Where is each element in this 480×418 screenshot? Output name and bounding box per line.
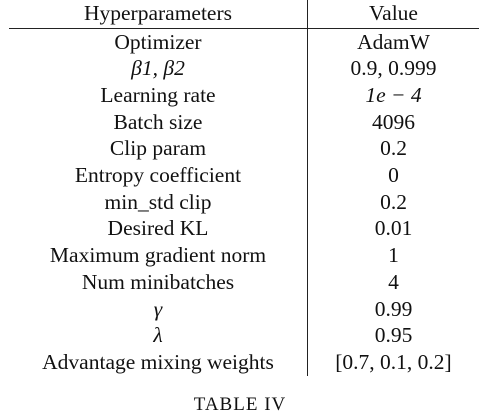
row-param: Clip param [9,135,308,163]
table-header: Hyperparameters Value [9,0,479,29]
table-header-row: Hyperparameters Value [9,0,479,29]
table-row: min_std clip 0.2 [9,188,479,216]
table-row: λ 0.95 [9,322,479,349]
table-row: Clip param 0.2 [9,135,479,163]
table-row: Entropy coefficient 0 [9,162,479,189]
row-param: Learning rate [9,81,308,109]
row-value: 0 [388,163,399,188]
row-param: γ [9,295,308,323]
row-value: AdamW [357,29,430,54]
row-value: 0.99 [374,296,413,321]
row-value: 1 [388,243,399,268]
table-row: Desired KL 0.01 [9,215,479,243]
hyperparameter-table: Hyperparameters Value Optimizer AdamW β1… [9,0,479,376]
row-value: 4 [388,269,399,294]
table-row: Optimizer AdamW [9,28,479,56]
hyperparameter-table-container: Hyperparameters Value Optimizer AdamW β1… [9,0,479,376]
row-param: Advantage mixing weights [9,348,308,376]
row-param: Batch size [9,108,308,136]
row-param: Optimizer [9,28,308,56]
row-value: 0.01 [374,216,413,241]
table-row: Learning rate 1e − 4 [9,81,479,109]
row-param: Entropy coefficient [9,162,308,189]
table-body: Optimizer AdamW β1, β2 0.9, 0.999 Learni… [9,28,479,376]
table-row: Num minibatches 4 [9,268,479,296]
table-row: Maximum gradient norm 1 [9,242,479,269]
row-value: 0.2 [380,136,407,161]
table-row: β1, β2 0.9, 0.999 [9,55,479,82]
row-value: 0.2 [380,189,407,214]
row-value: 0.95 [374,323,413,348]
row-param: Num minibatches [9,268,308,296]
row-value: [0.7, 0.1, 0.2] [335,349,452,374]
header-hyperparameters: Hyperparameters [9,0,308,29]
table-row: γ 0.99 [9,295,479,323]
row-param: Desired KL [9,215,308,243]
row-value: 0.9, 0.999 [350,56,437,81]
table-caption: TABLE IV [193,394,287,415]
row-value: 4096 [372,109,415,134]
row-param: Maximum gradient norm [9,242,308,269]
table-row: Batch size 4096 [9,108,479,136]
table-row: Advantage mixing weights [0.7, 0.1, 0.2] [9,348,479,376]
header-value: Value [307,0,479,29]
row-param: λ [9,322,308,349]
row-param: min_std clip [9,188,308,216]
row-param: β1, β2 [9,55,308,82]
row-value: 1e − 4 [365,82,422,107]
